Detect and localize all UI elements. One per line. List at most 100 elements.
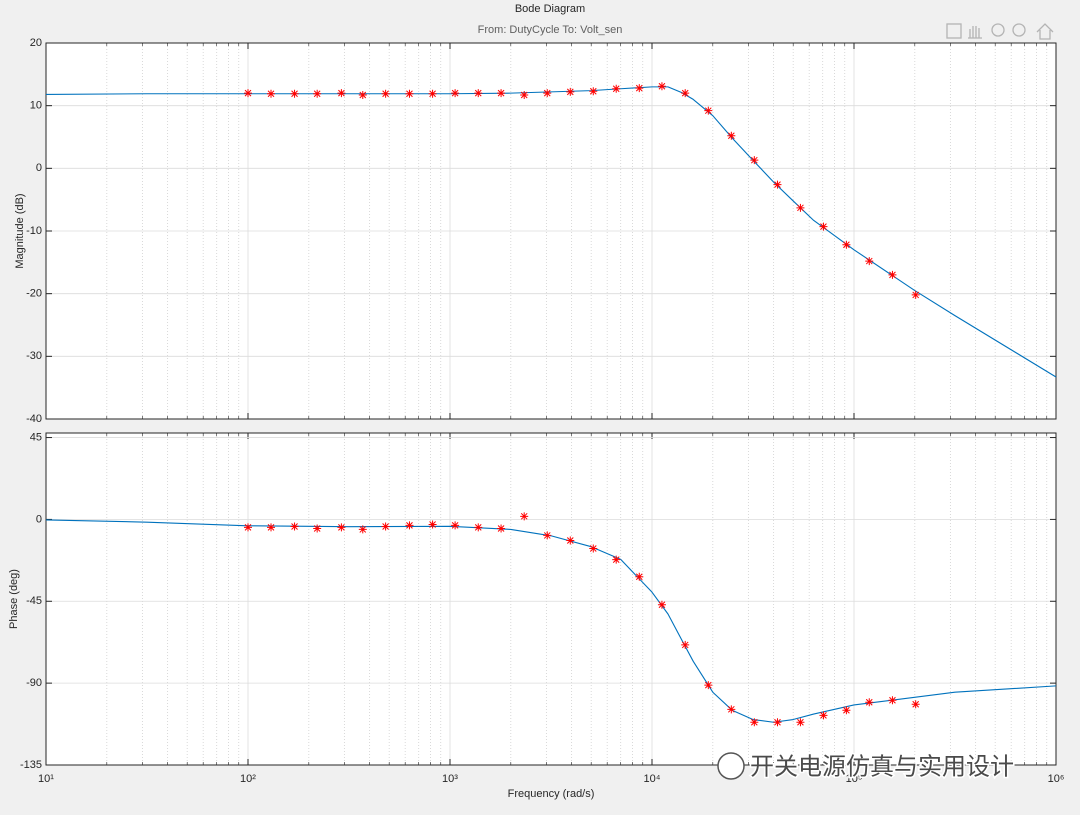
- data-point: [681, 640, 690, 649]
- data-point: [727, 705, 736, 714]
- data-point: [358, 91, 367, 100]
- y-tick-label: -90: [26, 677, 42, 689]
- axes-box: [45, 432, 1057, 766]
- data-point: [635, 84, 644, 93]
- data-point: [543, 531, 552, 540]
- data-point: [911, 290, 920, 299]
- data-point: [451, 89, 460, 98]
- toolbar-icon[interactable]: [946, 23, 962, 39]
- data-point: [750, 156, 759, 165]
- data-point: [290, 522, 299, 531]
- data-point: [405, 521, 414, 530]
- data-point: [520, 91, 529, 100]
- data-point: [381, 522, 390, 531]
- axes: -40 -30 -20 -10 0 10 20: [26, 37, 1057, 425]
- x-axis-label: Frequency (rad/s): [508, 788, 595, 800]
- data-line: [45, 519, 1057, 723]
- axes: 10¹ 10² 10³ 10⁴ 10⁵ 10⁶ -135 -90 -45 0 45: [20, 431, 1064, 784]
- chart-title: Bode Diagram: [515, 3, 585, 15]
- data-point: [290, 89, 299, 98]
- data-point: [451, 521, 460, 530]
- data-point: [796, 203, 805, 212]
- watermark-icon: [717, 752, 745, 780]
- data-line: [45, 86, 1057, 378]
- data-point: [474, 89, 483, 98]
- data-point: [358, 525, 367, 534]
- x-tick-label: 10²: [240, 773, 256, 785]
- data-point: [428, 520, 437, 529]
- data-point: [842, 706, 851, 715]
- axes-box: [45, 42, 1057, 420]
- toolbar: [946, 23, 1054, 40]
- x-tick-label: 10³: [442, 773, 458, 785]
- toolbar-icon[interactable]: [991, 23, 1005, 37]
- data-point: [773, 718, 782, 727]
- x-tick-label: 10¹: [38, 773, 54, 785]
- data-point: [244, 89, 252, 98]
- data-point: [566, 536, 575, 545]
- y-axis-label: Magnitude (dB): [14, 193, 26, 268]
- y-tick-label: -40: [26, 413, 42, 425]
- data-point: [405, 89, 414, 98]
- toolbar-icon[interactable]: [1036, 23, 1054, 40]
- data-point: [313, 89, 322, 98]
- toolbar-icon[interactable]: [1012, 23, 1026, 37]
- data-point: [313, 524, 322, 533]
- data-point: [819, 711, 828, 720]
- y-axis-label: Phase (deg): [8, 569, 20, 629]
- chart-subtitle: From: DutyCycle To: Volt_sen: [478, 24, 623, 36]
- data-point: [727, 131, 736, 140]
- x-tick-label: 10⁵: [846, 773, 863, 785]
- data-point: [244, 523, 252, 532]
- data-point: [704, 106, 713, 115]
- data-point: [497, 89, 506, 98]
- toolbar-icon[interactable]: [968, 26, 982, 39]
- y-tick-label: -135: [20, 759, 42, 771]
- x-tick-label: 10⁴: [644, 773, 661, 785]
- data-point: [589, 544, 598, 553]
- data-point: [888, 270, 897, 279]
- data-point: [267, 89, 276, 98]
- y-tick-label: 10: [30, 100, 42, 112]
- data-point: [635, 572, 644, 581]
- data-point: [704, 681, 713, 690]
- data-point: [520, 512, 529, 521]
- data-point: [865, 698, 874, 707]
- y-tick-label: -45: [26, 595, 42, 607]
- y-tick-label: 0: [36, 162, 42, 174]
- data-point: [589, 87, 598, 96]
- data-point: [566, 87, 575, 96]
- data-point: [681, 89, 690, 98]
- data-point: [657, 600, 666, 609]
- data-point: [796, 718, 805, 727]
- data-point: [267, 523, 276, 532]
- y-tick-label: -20: [26, 288, 42, 300]
- data-point: [428, 89, 437, 98]
- data-point: [337, 523, 346, 532]
- data-point: [612, 555, 621, 564]
- plot-area: [46, 433, 1056, 765]
- data-point: [543, 89, 552, 98]
- y-tick-label: -30: [26, 350, 42, 362]
- y-tick-label: -10: [26, 225, 42, 237]
- y-tick-label: 45: [30, 431, 42, 443]
- data-point: [865, 257, 874, 266]
- data-point: [612, 84, 621, 93]
- data-point: [657, 82, 666, 91]
- data-point: [474, 523, 483, 532]
- data-point: [497, 524, 506, 533]
- x-tick-label: 10⁶: [1048, 773, 1065, 785]
- data-point: [750, 718, 759, 727]
- watermark-text: 开关电源仿真与实用设计: [750, 753, 1014, 780]
- y-tick-label: 20: [30, 37, 42, 49]
- y-tick-label: 0: [36, 513, 42, 525]
- data-point: [381, 89, 390, 98]
- data-point: [911, 700, 920, 709]
- data-point: [842, 240, 851, 249]
- data-point: [337, 89, 346, 98]
- data-point: [888, 696, 897, 705]
- watermark: 开关电源仿真与实用设计: [717, 752, 1016, 782]
- data-point: [773, 180, 782, 189]
- data-point: [819, 222, 828, 231]
